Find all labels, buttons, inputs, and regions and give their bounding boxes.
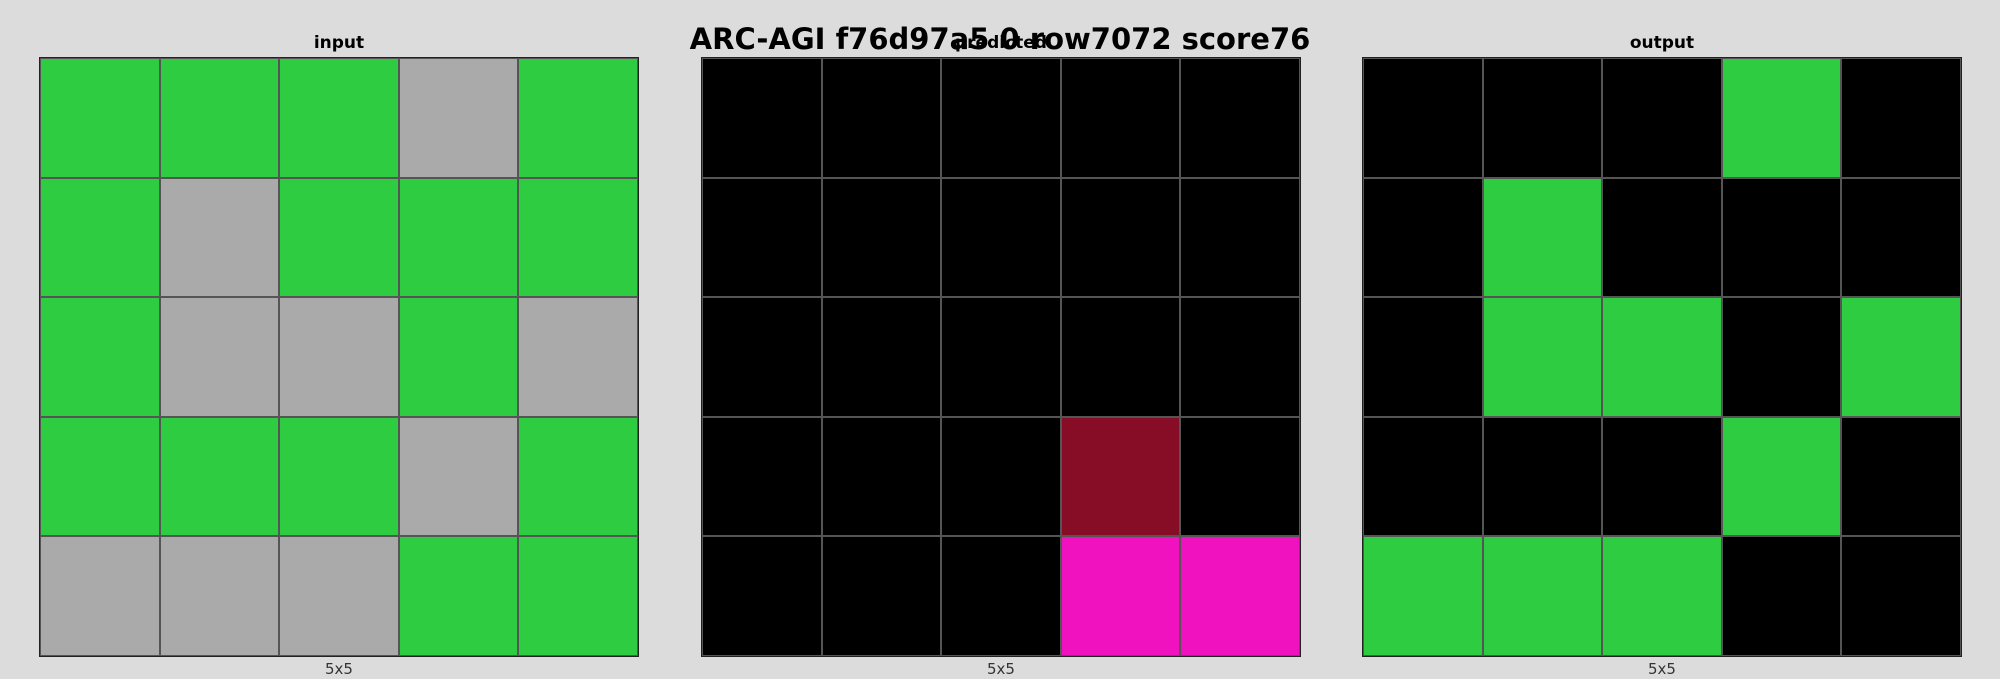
predicted-cell-r4-c2 — [941, 536, 1061, 656]
predicted-cell-r4-c3 — [1060, 536, 1181, 656]
input-cell-r4-c3 — [398, 536, 519, 656]
output-cell-r0-c4 — [1841, 58, 1961, 178]
predicted-cell-r3-c2 — [941, 416, 1061, 537]
predicted-panel: predicted 5x5 — [701, 0, 1301, 678]
input-cell-r3-c2 — [279, 416, 399, 537]
input-cell-r1-c2 — [279, 177, 399, 298]
predicted-cell-r2-c3 — [1060, 297, 1181, 417]
input-cell-r4-c2 — [279, 536, 399, 656]
input-cell-r2-c1 — [159, 297, 280, 417]
predicted-grid — [701, 57, 1301, 657]
predicted-cell-r0-c0 — [702, 58, 822, 178]
input-panel: input 5x5 — [39, 0, 639, 678]
output-cell-r1-c1 — [1482, 177, 1603, 298]
figure-title: ARC-AGI f76d97a5 0 row7072 score76 — [689, 22, 1311, 56]
predicted-grid-size: 5x5 — [987, 660, 1015, 678]
predicted-cell-r0-c3 — [1060, 58, 1181, 178]
predicted-cell-r3-c4 — [1180, 416, 1300, 537]
input-cell-r1-c4 — [518, 177, 638, 298]
output-cell-r0-c0 — [1363, 58, 1483, 178]
output-cell-r4-c0 — [1363, 536, 1483, 656]
output-panel-title: output — [1629, 33, 1695, 53]
input-cell-r2-c3 — [398, 297, 519, 417]
output-cell-r4-c1 — [1482, 536, 1603, 656]
input-panel-title: input — [313, 33, 365, 53]
input-cell-r4-c0 — [40, 536, 160, 656]
predicted-cell-r0-c1 — [821, 58, 942, 178]
output-cell-r0-c2 — [1602, 58, 1722, 178]
output-grid-size: 5x5 — [1648, 660, 1676, 678]
output-cell-r2-c1 — [1482, 297, 1603, 417]
input-cell-r0-c2 — [279, 58, 399, 178]
predicted-cell-r4-c0 — [702, 536, 822, 656]
output-cell-r2-c0 — [1363, 297, 1483, 417]
input-cell-r2-c4 — [518, 297, 638, 417]
predicted-cell-r3-c1 — [821, 416, 942, 537]
input-cell-r3-c1 — [159, 416, 280, 537]
output-cell-r0-c3 — [1721, 58, 1842, 178]
predicted-cell-r0-c2 — [941, 58, 1061, 178]
output-cell-r0-c1 — [1482, 58, 1603, 178]
input-cell-r3-c4 — [518, 416, 638, 537]
predicted-cell-r2-c0 — [702, 297, 822, 417]
input-cell-r2-c2 — [279, 297, 399, 417]
predicted-cell-r2-c1 — [821, 297, 942, 417]
predicted-cell-r1-c4 — [1180, 177, 1300, 298]
output-cell-r1-c4 — [1841, 177, 1961, 298]
input-cell-r4-c4 — [518, 536, 638, 656]
output-cell-r3-c3 — [1721, 416, 1842, 537]
output-cell-r2-c2 — [1602, 297, 1722, 417]
output-cell-r3-c1 — [1482, 416, 1603, 537]
input-cell-r0-c0 — [40, 58, 160, 178]
output-cell-r3-c4 — [1841, 416, 1961, 537]
predicted-panel-title: predicted — [955, 33, 1047, 53]
output-cell-r4-c4 — [1841, 536, 1961, 656]
input-cell-r4-c1 — [159, 536, 280, 656]
output-cell-r4-c3 — [1721, 536, 1842, 656]
input-cell-r0-c3 — [398, 58, 519, 178]
output-cell-r1-c2 — [1602, 177, 1722, 298]
input-cell-r0-c1 — [159, 58, 280, 178]
output-cell-r3-c0 — [1363, 416, 1483, 537]
input-cell-r2-c0 — [40, 297, 160, 417]
output-cell-r3-c2 — [1602, 416, 1722, 537]
input-cell-r1-c1 — [159, 177, 280, 298]
predicted-cell-r3-c3 — [1060, 416, 1181, 537]
predicted-cell-r4-c1 — [821, 536, 942, 656]
predicted-cell-r1-c3 — [1060, 177, 1181, 298]
input-cell-r3-c3 — [398, 416, 519, 537]
output-cell-r2-c3 — [1721, 297, 1842, 417]
predicted-cell-r0-c4 — [1180, 58, 1300, 178]
input-grid — [39, 57, 639, 657]
input-cell-r0-c4 — [518, 58, 638, 178]
predicted-cell-r1-c2 — [941, 177, 1061, 298]
predicted-cell-r1-c0 — [702, 177, 822, 298]
output-cell-r2-c4 — [1841, 297, 1961, 417]
predicted-cell-r3-c0 — [702, 416, 822, 537]
output-cell-r4-c2 — [1602, 536, 1722, 656]
predicted-cell-r1-c1 — [821, 177, 942, 298]
input-cell-r3-c0 — [40, 416, 160, 537]
output-cell-r1-c0 — [1363, 177, 1483, 298]
output-cell-r1-c3 — [1721, 177, 1842, 298]
predicted-cell-r4-c4 — [1180, 536, 1300, 656]
input-grid-size: 5x5 — [325, 660, 353, 678]
input-cell-r1-c3 — [398, 177, 519, 298]
predicted-cell-r2-c2 — [941, 297, 1061, 417]
input-cell-r1-c0 — [40, 177, 160, 298]
predicted-cell-r2-c4 — [1180, 297, 1300, 417]
output-grid — [1362, 57, 1962, 657]
output-panel: output 5x5 — [1362, 0, 1962, 678]
